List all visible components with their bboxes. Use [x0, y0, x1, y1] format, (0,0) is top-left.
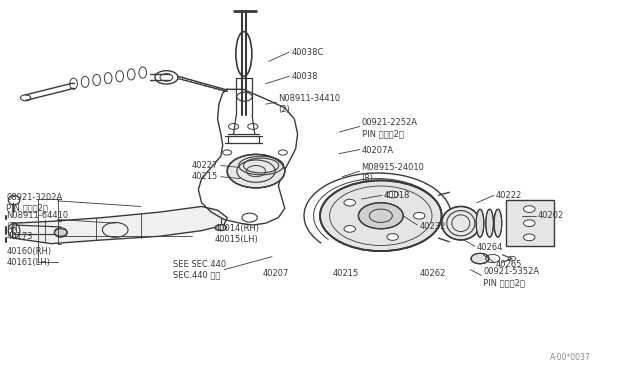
- Text: 40227: 40227: [192, 161, 218, 170]
- Circle shape: [524, 234, 535, 241]
- Text: N08911-34410
(2): N08911-34410 (2): [278, 94, 340, 114]
- Circle shape: [344, 225, 355, 232]
- Circle shape: [358, 203, 403, 229]
- Text: 40207A: 40207A: [362, 146, 394, 155]
- Ellipse shape: [215, 225, 227, 231]
- Text: 40202: 40202: [538, 211, 564, 220]
- Polygon shape: [13, 206, 227, 244]
- Circle shape: [54, 229, 67, 236]
- Circle shape: [524, 220, 535, 227]
- Text: 08921-3202A
PIN ピン（2）: 08921-3202A PIN ピン（2）: [6, 193, 63, 213]
- Text: M08915-24010
(8): M08915-24010 (8): [362, 163, 424, 183]
- Text: 00921-2252A
PIN ピン（2）: 00921-2252A PIN ピン（2）: [362, 118, 417, 138]
- Text: 40160(RH)
40161(LH): 40160(RH) 40161(LH): [6, 247, 52, 267]
- Text: 00921-5352A
PIN ピン（2）: 00921-5352A PIN ピン（2）: [483, 267, 540, 287]
- Circle shape: [344, 199, 355, 206]
- Circle shape: [524, 206, 535, 212]
- Bar: [506, 200, 554, 246]
- Text: 40215: 40215: [192, 172, 218, 181]
- Text: 40173: 40173: [6, 232, 33, 241]
- Text: 40264: 40264: [477, 243, 503, 252]
- Ellipse shape: [442, 206, 480, 240]
- Circle shape: [320, 180, 442, 251]
- Text: 40232: 40232: [419, 222, 445, 231]
- Ellipse shape: [486, 209, 493, 237]
- Circle shape: [471, 253, 489, 264]
- Circle shape: [387, 191, 399, 198]
- Circle shape: [387, 234, 399, 240]
- Circle shape: [227, 154, 285, 188]
- Text: A·00*0037: A·00*0037: [550, 353, 591, 362]
- Text: 40038: 40038: [291, 72, 317, 81]
- Text: 40014(RH)
40015(LH): 40014(RH) 40015(LH): [214, 224, 259, 244]
- Ellipse shape: [476, 209, 484, 237]
- Circle shape: [242, 213, 257, 222]
- Text: 40262: 40262: [419, 269, 445, 278]
- Text: N08911-64410
(2): N08911-64410 (2): [6, 211, 68, 231]
- Text: 40222: 40222: [496, 191, 522, 200]
- Text: 40207: 40207: [262, 269, 289, 278]
- Circle shape: [413, 212, 425, 219]
- Text: SEE SEC.440
SEC.440 参照: SEE SEC.440 SEC.440 参照: [173, 260, 226, 280]
- Text: 40018: 40018: [384, 191, 410, 200]
- Ellipse shape: [494, 209, 502, 237]
- Text: 40215: 40215: [333, 269, 359, 278]
- Text: 40038C: 40038C: [291, 48, 324, 57]
- Text: 40265: 40265: [496, 260, 522, 269]
